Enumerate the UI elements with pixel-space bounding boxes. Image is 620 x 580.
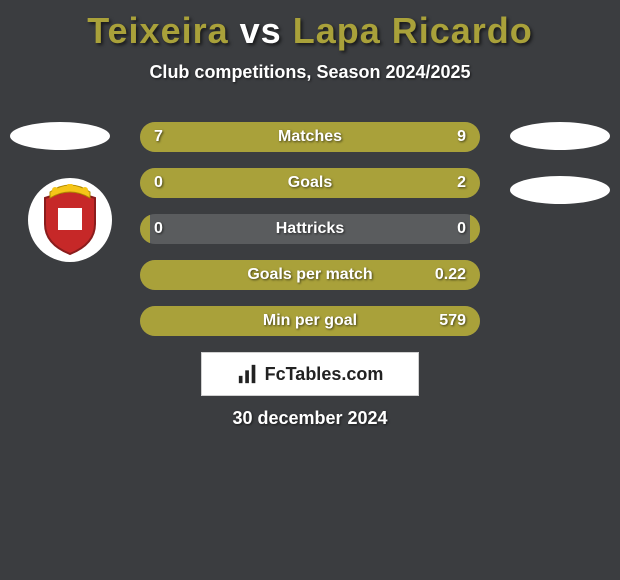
stat-row: 0Goals2 [140, 168, 480, 198]
shield-icon [40, 184, 100, 256]
stats-container: 7Matches90Goals20Hattricks0Goals per mat… [140, 122, 480, 352]
stat-value-right: 0.22 [435, 260, 466, 290]
stat-value-right: 0 [457, 214, 466, 244]
stat-row: 7Matches9 [140, 122, 480, 152]
branding-badge: FcTables.com [201, 352, 419, 396]
stat-label: Matches [140, 122, 480, 152]
stat-row: Min per goal579 [140, 306, 480, 336]
stat-label: Min per goal [140, 306, 480, 336]
stat-label: Goals [140, 168, 480, 198]
player-right-placeholder-2 [510, 176, 610, 204]
stat-value-right: 579 [439, 306, 466, 336]
stat-value-right: 2 [457, 168, 466, 198]
bar-chart-icon [237, 363, 259, 385]
title-left: Teixeira [87, 10, 228, 51]
branding-text: FcTables.com [265, 364, 384, 385]
stat-value-right: 9 [457, 122, 466, 152]
club-crest [28, 178, 112, 262]
date-text: 30 december 2024 [0, 408, 620, 429]
subtitle: Club competitions, Season 2024/2025 [0, 62, 620, 83]
stat-row: Goals per match0.22 [140, 260, 480, 290]
title-right: Lapa Ricardo [293, 10, 533, 51]
stat-row: 0Hattricks0 [140, 214, 480, 244]
stat-label: Goals per match [140, 260, 480, 290]
stat-label: Hattricks [140, 214, 480, 244]
page-title: Teixeira vs Lapa Ricardo [0, 0, 620, 52]
player-left-placeholder [10, 122, 110, 150]
title-vs: vs [240, 10, 282, 51]
player-right-placeholder-1 [510, 122, 610, 150]
